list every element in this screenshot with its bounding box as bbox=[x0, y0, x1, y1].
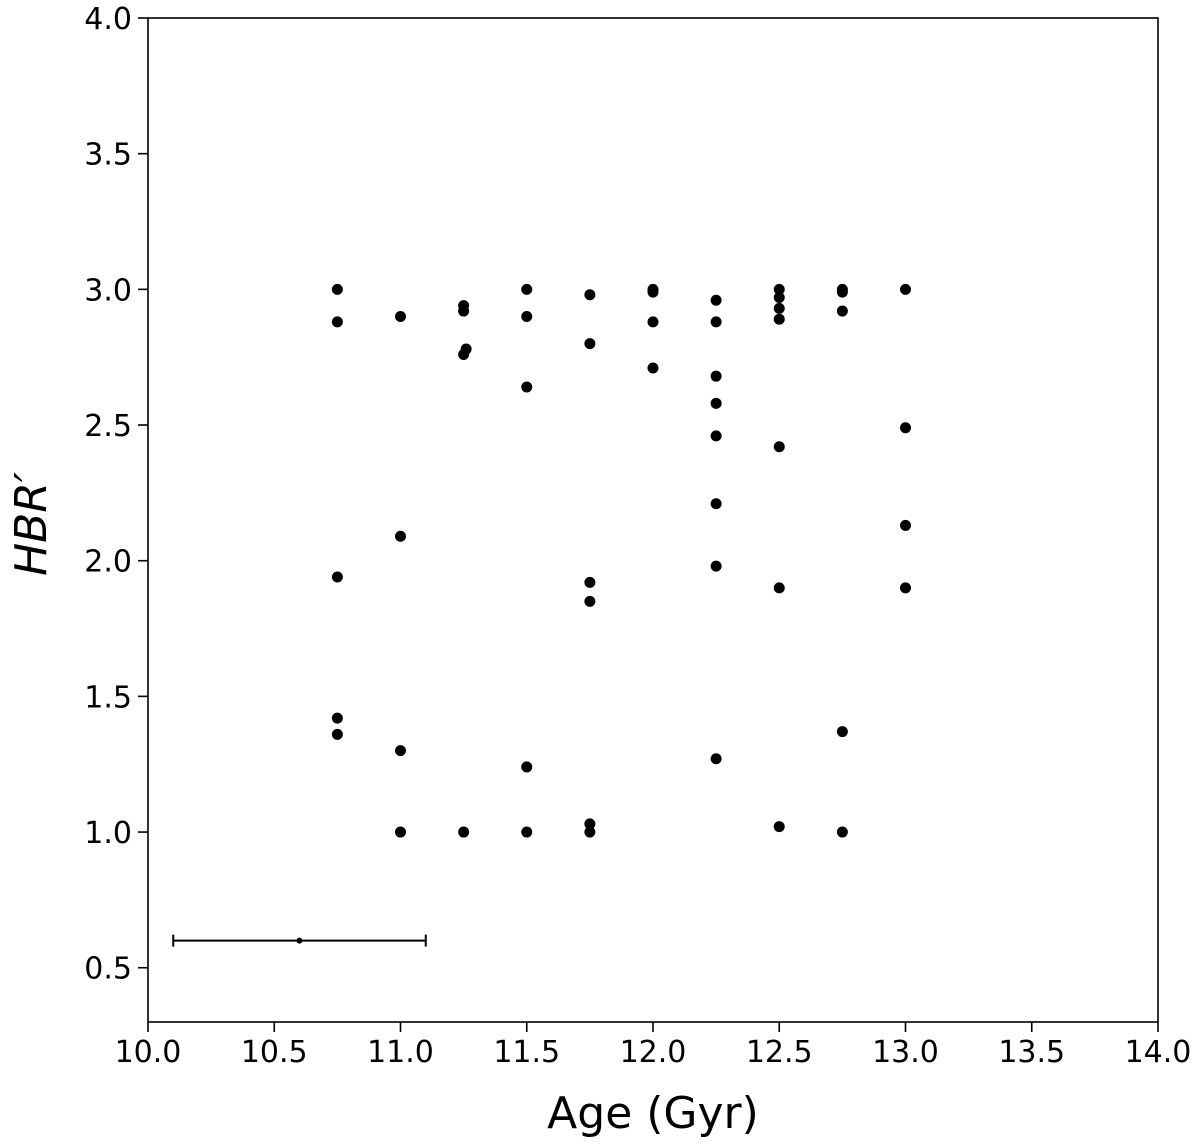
y-tick-label: 3.0 bbox=[84, 273, 132, 308]
x-axis: 10.0 10.5 11.0 11.5 12.0 12.5 13.0 13.5 14.0 bbox=[115, 1022, 1192, 1070]
data-point bbox=[458, 826, 470, 838]
y-axis-title: HBR′ bbox=[6, 472, 57, 576]
data-point bbox=[900, 582, 911, 594]
y-tick-label: 1.0 bbox=[84, 816, 132, 851]
data-point bbox=[710, 397, 722, 409]
data-point bbox=[836, 726, 848, 738]
y-tick-label: 0.5 bbox=[84, 952, 132, 987]
y-axis: 0.5 1.0 1.5 2.0 2.5 3.0 3.5 4.0 bbox=[84, 2, 148, 987]
data-points bbox=[331, 283, 911, 838]
data-point bbox=[710, 316, 722, 328]
data-point bbox=[773, 582, 785, 594]
x-axis-title: Age (Gyr) bbox=[547, 1088, 759, 1139]
data-point bbox=[710, 430, 722, 442]
data-point bbox=[331, 728, 343, 740]
x-tick-label: 13.0 bbox=[872, 1035, 939, 1070]
data-point bbox=[521, 826, 533, 838]
data-point bbox=[900, 283, 911, 295]
data-point bbox=[710, 498, 722, 510]
data-point bbox=[710, 294, 722, 306]
data-point bbox=[647, 316, 659, 328]
data-point bbox=[836, 305, 848, 317]
data-point bbox=[710, 753, 722, 765]
data-point bbox=[331, 712, 343, 724]
data-point bbox=[584, 289, 596, 301]
data-point bbox=[331, 283, 343, 295]
data-point bbox=[773, 302, 785, 314]
data-point bbox=[773, 313, 785, 325]
data-point bbox=[584, 576, 596, 588]
y-tick-label: 2.5 bbox=[84, 409, 132, 444]
x-tick-label: 10.5 bbox=[241, 1035, 308, 1070]
plot-frame bbox=[147, 17, 1159, 1023]
data-point bbox=[773, 441, 785, 453]
error-bar-point bbox=[296, 937, 303, 944]
data-point bbox=[331, 571, 343, 583]
data-point bbox=[584, 826, 596, 838]
data-point bbox=[458, 305, 470, 317]
data-point bbox=[710, 560, 722, 572]
data-point bbox=[584, 595, 596, 607]
y-tick-label: 2.0 bbox=[84, 545, 132, 580]
y-tick-label: 1.5 bbox=[84, 680, 132, 715]
x-tick-label: 11.5 bbox=[493, 1035, 560, 1070]
data-point bbox=[395, 826, 406, 838]
data-point bbox=[521, 283, 533, 295]
x-tick-label: 13.5 bbox=[998, 1035, 1065, 1070]
x-tick-label: 10.0 bbox=[115, 1035, 182, 1070]
data-point bbox=[331, 316, 343, 328]
data-point bbox=[647, 362, 659, 374]
x-tick-label: 11.0 bbox=[367, 1035, 434, 1070]
data-point bbox=[647, 286, 659, 298]
x-tick-label: 12.0 bbox=[620, 1035, 687, 1070]
data-point bbox=[521, 761, 533, 773]
data-point bbox=[710, 370, 722, 382]
x-tick-label: 14.0 bbox=[1125, 1035, 1192, 1070]
data-point bbox=[836, 826, 848, 838]
data-point bbox=[773, 291, 785, 303]
data-point bbox=[395, 530, 406, 542]
data-point bbox=[521, 310, 533, 322]
data-point bbox=[900, 519, 911, 531]
y-tick-label: 3.5 bbox=[84, 138, 132, 173]
x-tick-label: 12.5 bbox=[746, 1035, 813, 1070]
error-bar-group bbox=[172, 934, 427, 947]
data-point bbox=[521, 381, 533, 393]
data-point bbox=[773, 821, 785, 833]
data-point bbox=[584, 338, 596, 350]
data-point bbox=[395, 310, 406, 322]
data-point bbox=[395, 745, 406, 757]
data-point bbox=[584, 818, 596, 830]
y-tick-label: 4.0 bbox=[84, 2, 132, 37]
data-point bbox=[836, 286, 848, 298]
data-point bbox=[773, 283, 785, 295]
data-point bbox=[458, 348, 470, 360]
data-point bbox=[900, 422, 911, 434]
